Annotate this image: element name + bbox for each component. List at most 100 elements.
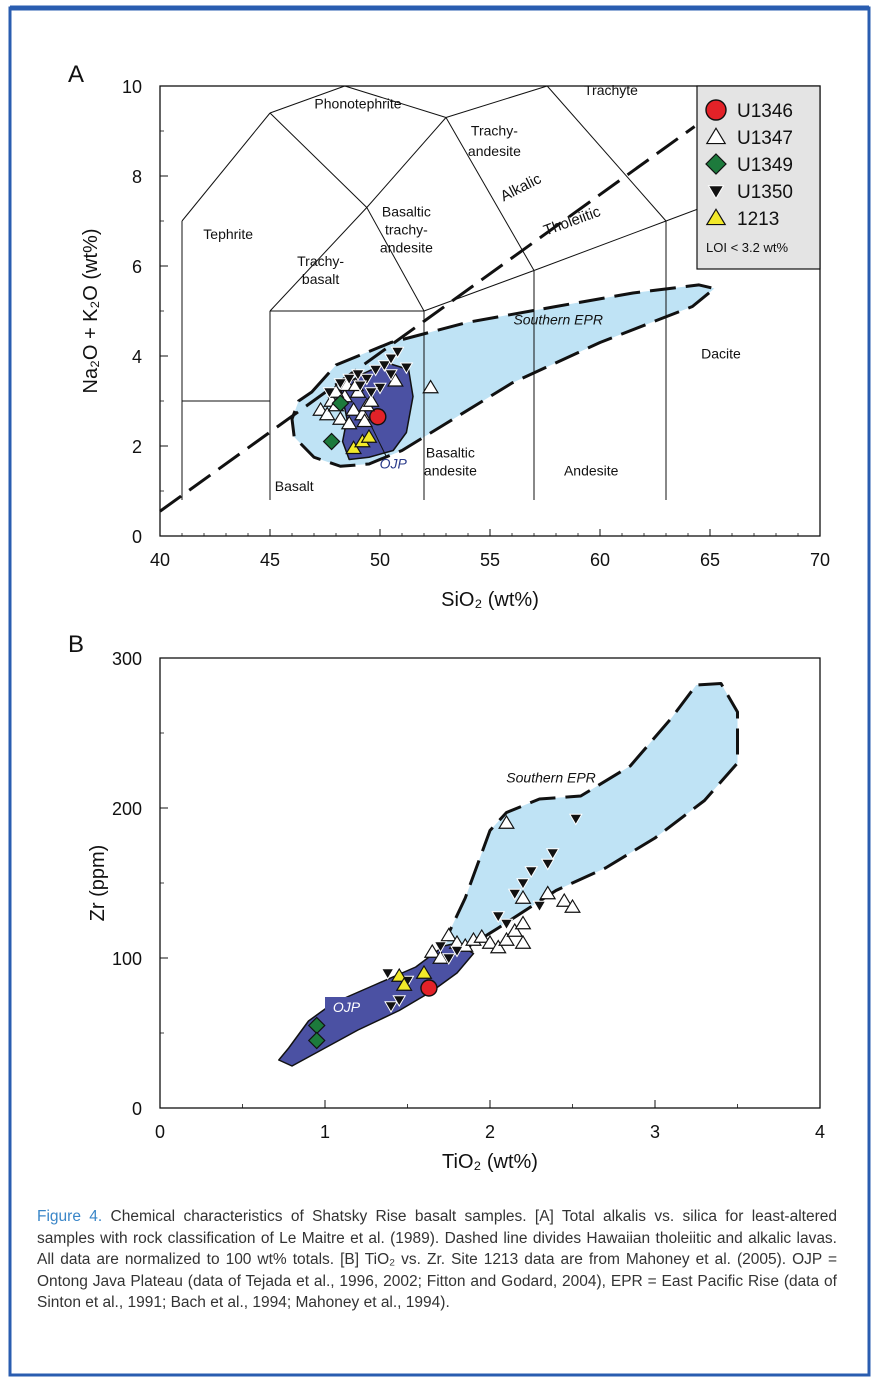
point-b-U1350-13	[545, 848, 560, 860]
x-axis-label-a: SiO₂ (wt%)	[441, 589, 539, 611]
panel-label-a: A	[68, 61, 84, 88]
figure-caption: Figure 4. Chemical characteristics of Sh…	[37, 1206, 837, 1314]
caption-lead: Figure 4.	[37, 1208, 103, 1225]
field-label-9: basalt	[302, 271, 339, 287]
x-tick-label-a-4: 60	[590, 550, 610, 570]
x-tick-label-b-2: 2	[485, 1122, 495, 1142]
tas-boundary-14	[445, 117, 535, 271]
x-axis-label-b: TiO₂ (wt%)	[442, 1151, 538, 1173]
y-axis-label-b: Zr (ppm)	[87, 845, 109, 922]
legend-marker-U1349	[705, 153, 727, 175]
tas-boundary-10	[366, 117, 447, 208]
x-tick-label-a-6: 70	[810, 550, 830, 570]
point-a-U1347-14	[386, 372, 404, 387]
point-a-U1350-5	[368, 364, 383, 377]
point-b-U1347-16	[423, 943, 441, 958]
point-b-U1347-6	[489, 939, 507, 954]
field-label-3: andesite	[468, 143, 521, 159]
point-b-U1350-6	[450, 945, 464, 958]
x-tick-label-a-2: 50	[370, 550, 390, 570]
point-b-U1347-8	[506, 922, 524, 937]
legend-label-1213: 1213	[737, 209, 779, 230]
point-a-U1350-7	[384, 353, 398, 366]
panel-a: Phonotephrite Trachyte Trachy-andesite Teph…	[68, 61, 830, 611]
field-label-4: Tephrite	[203, 226, 253, 242]
point-a-U1347-7	[345, 401, 363, 416]
field-label-0: Phonotephrite	[314, 96, 401, 112]
point-b-U1350-7	[491, 911, 506, 923]
point-b-U1350-9	[507, 888, 522, 901]
point-b-U1347-13	[539, 885, 557, 900]
point-b-U1347-4	[473, 928, 491, 943]
point-a-U1350-2	[342, 373, 357, 386]
point-b-U1350-8	[499, 918, 514, 931]
alkalic-tholeiitic-divider	[159, 125, 696, 513]
tas-boundary-2	[269, 85, 345, 114]
point-b-1213-2	[395, 976, 413, 991]
field-label-12: andesite	[424, 462, 477, 478]
point-b-U1349-1	[307, 1031, 326, 1050]
point-a-1213-2	[360, 428, 378, 443]
caption-text: Chemical characteristics of Shatsky Rise…	[37, 1208, 837, 1311]
y-tick-label-b-2: 200	[112, 799, 142, 819]
legend-marker-U1346	[705, 99, 727, 121]
point-a-U1350-12	[353, 380, 368, 393]
y-tick-label-b-0: 0	[132, 1099, 142, 1119]
tas-boundary-17	[546, 85, 667, 222]
point-b-U1350-15	[532, 900, 547, 913]
field-label-18: OJP	[380, 456, 408, 472]
panel-b: Southern EPR OJP 0 1 2 3 4 0 100 200 300 TiO₂ (wt%)…	[68, 631, 825, 1173]
point-b-U1347-11	[498, 814, 515, 829]
legend-note-a: LOI < 3.2 wt%	[706, 240, 788, 255]
field-label-1: Trachyte	[584, 82, 638, 98]
x-tick-label-b-4: 4	[815, 1122, 825, 1142]
tas-boundary-6	[269, 112, 368, 208]
y-tick-label-a-2: 4	[132, 347, 142, 367]
point-b-U1350-1	[384, 1001, 398, 1013]
point-b-U1347-12	[514, 889, 532, 904]
point-b-U1350-10	[516, 878, 530, 890]
ojp-leader-a	[370, 425, 388, 458]
point-b-U1350-5	[441, 953, 456, 965]
point-b-U1350-2	[392, 995, 407, 1007]
field-label-13: Andesite	[564, 462, 619, 478]
x-tick-label-b-3: 3	[650, 1122, 660, 1142]
point-b-U1347-14	[555, 892, 573, 907]
point-b-U1350-0	[380, 968, 395, 980]
tas-boundary-7	[366, 207, 425, 312]
legend-marker-U1350	[707, 185, 725, 200]
y-tick-label-a-1: 2	[132, 437, 142, 457]
tas-boundary-5	[269, 207, 368, 312]
point-a-U1347-4	[331, 410, 349, 425]
southern-epr-field-b	[439, 682, 739, 966]
field-label-14: Dacite	[701, 345, 741, 361]
point-a-U1350-6	[377, 360, 392, 372]
x-tick-label-a-0: 40	[150, 550, 170, 570]
point-a-U1347-16	[356, 413, 374, 428]
x-tick-label-b-1: 1	[320, 1122, 330, 1142]
legend-label-U1347: U1347	[737, 128, 793, 149]
point-b-U1347-15	[564, 898, 581, 913]
legend-a: U1346 U1347 U1349 U1350 1213 LOI < 3.2 wt%	[696, 85, 821, 270]
ojp-label-bg-b	[325, 997, 367, 1015]
point-a-U1349-1	[322, 432, 341, 451]
y-tick-label-b-1: 100	[112, 949, 142, 969]
point-b-U1347-5	[481, 934, 499, 949]
x-tick-label-a-5: 65	[700, 550, 720, 570]
field-label-5: Basaltic	[382, 204, 431, 220]
point-b-U1350-12	[540, 858, 555, 871]
point-b-U1347-9	[514, 915, 532, 930]
y-axis-label-a: Na₂O + K₂O (wt%)	[80, 229, 102, 394]
legend-marker-U1347	[705, 127, 727, 145]
y-tick-label-a-3: 6	[132, 257, 142, 277]
field-label-15: Alkalic	[498, 170, 545, 205]
x-tick-label-a-3: 55	[480, 550, 500, 570]
point-a-U1349-0	[331, 394, 350, 413]
tas-boundary-1	[181, 112, 271, 222]
point-a-U1347-1	[318, 406, 336, 421]
point-a-U1350-0	[322, 387, 337, 399]
point-a-U1350-9	[399, 362, 414, 375]
legend-label-U1346: U1346	[737, 101, 793, 122]
field-label-b-ojp: OJP	[333, 999, 361, 1015]
field-label-6: trachy-	[385, 222, 428, 238]
